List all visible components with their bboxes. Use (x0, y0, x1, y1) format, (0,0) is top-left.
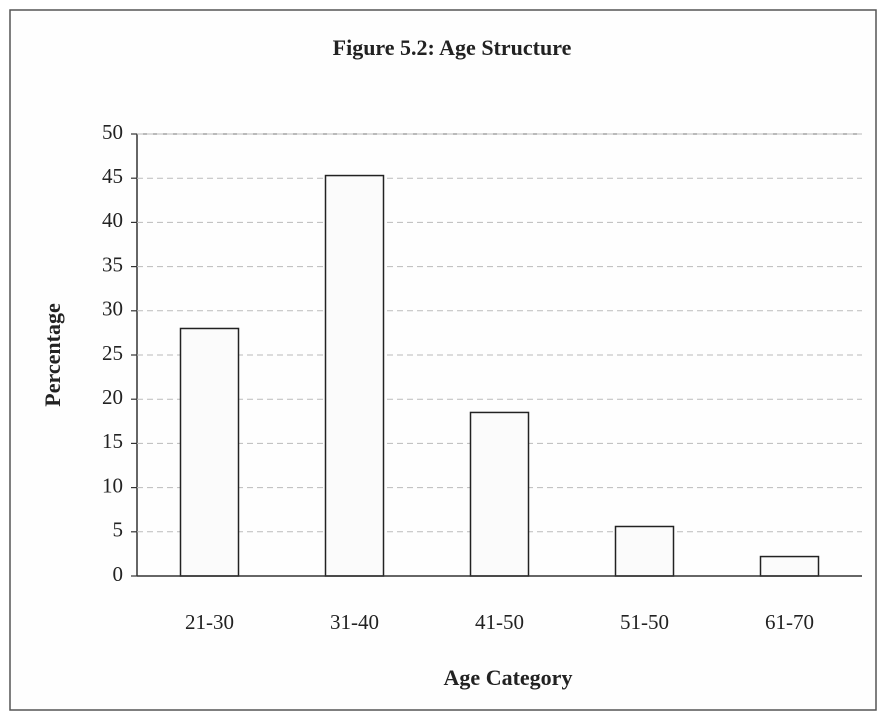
x-tick-label: 41-50 (475, 610, 524, 634)
y-tick-label: 35 (102, 252, 123, 276)
y-tick-label: 45 (102, 164, 123, 188)
y-tick-label: 20 (102, 385, 123, 409)
x-tick-label: 51-50 (620, 610, 669, 634)
x-tick-label: 61-70 (765, 610, 814, 634)
chart-title: Figure 5.2: Age Structure (333, 35, 572, 60)
y-tick-label: 30 (102, 297, 123, 321)
x-tick-label: 21-30 (185, 610, 234, 634)
y-axis-label: Percentage (40, 303, 65, 407)
x-axis-label: Age Category (444, 665, 573, 690)
y-tick-label: 15 (102, 429, 123, 453)
bar (759, 555, 820, 577)
y-tick-label: 40 (102, 208, 123, 232)
y-tick-label: 50 (102, 120, 123, 144)
bar (469, 411, 530, 577)
bar (324, 174, 385, 577)
y-tick-label: 10 (102, 473, 123, 497)
bar (614, 525, 675, 577)
y-tick-label: 5 (113, 518, 124, 542)
x-tick-label: 31-40 (330, 610, 379, 634)
y-tick-label: 0 (113, 562, 124, 586)
chart-frame (9, 9, 877, 711)
y-tick-label: 25 (102, 341, 123, 365)
bar (179, 327, 240, 577)
